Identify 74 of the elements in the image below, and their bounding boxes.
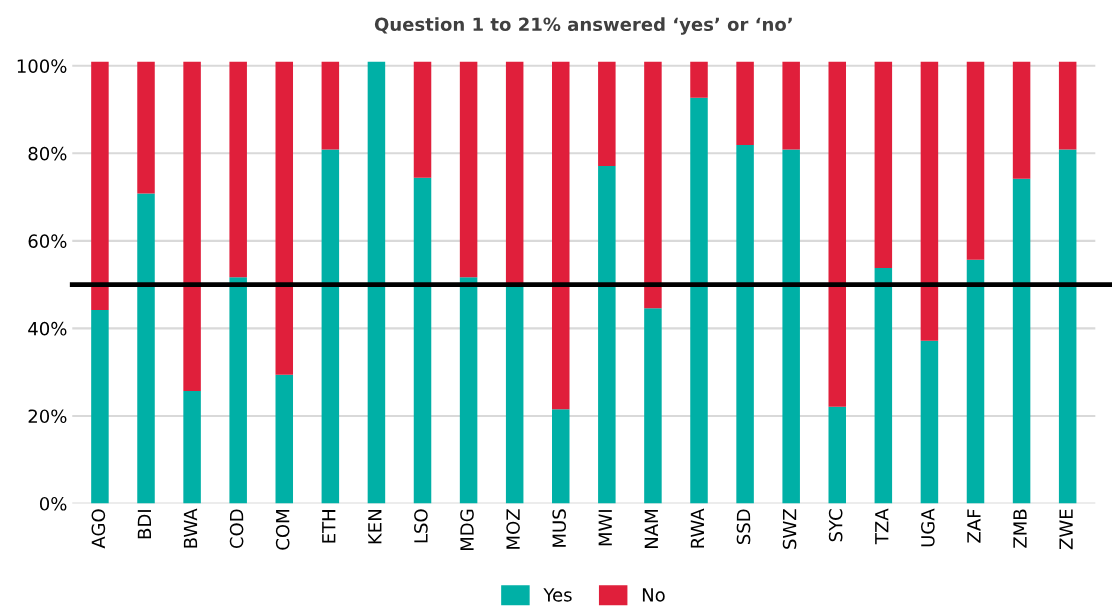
y-tick-label: 100% <box>17 59 67 73</box>
x-tick-label: MOZ <box>506 509 520 549</box>
bar <box>782 149 800 504</box>
bar <box>183 390 201 504</box>
x-tick-label: MDG <box>460 509 474 551</box>
x-tick-label: MUS <box>552 509 566 547</box>
bar <box>920 61 939 341</box>
x-tick-label: NAM <box>644 510 658 549</box>
bar <box>137 61 155 194</box>
bar <box>920 340 939 504</box>
bar <box>782 61 800 150</box>
x-tick-label: RWA <box>690 508 704 548</box>
bar <box>183 61 201 391</box>
bar <box>275 61 294 375</box>
bar <box>828 406 847 504</box>
bar <box>690 61 708 98</box>
bar <box>1012 178 1031 504</box>
x-tick-label: TZA <box>875 508 889 545</box>
bar <box>966 259 985 504</box>
bar <box>736 145 754 504</box>
bar <box>874 61 893 268</box>
bar <box>644 61 662 309</box>
x-tick-label: ZAF <box>967 509 981 543</box>
x-tick-label: ZWE <box>1059 509 1073 550</box>
y-tick-label: 20% <box>28 409 67 424</box>
bar <box>459 61 478 278</box>
bar <box>275 374 294 504</box>
bar <box>874 268 893 504</box>
bar <box>552 61 570 410</box>
x-tick-label: BWA <box>183 508 198 548</box>
x-tick-label: COD <box>229 509 244 549</box>
x-tick-label: KEN <box>368 510 382 544</box>
y-tick-label: 0% <box>39 496 67 511</box>
bar <box>1058 61 1077 150</box>
bar <box>552 409 570 504</box>
bar <box>736 61 754 145</box>
bar <box>505 61 524 285</box>
x-tick-label: MWI <box>598 510 612 546</box>
x-tick-label: COM <box>275 510 290 550</box>
bar <box>459 277 478 504</box>
bar <box>828 61 847 407</box>
bar <box>91 310 109 504</box>
x-tick-label: ZMB <box>1013 509 1027 548</box>
bar <box>367 61 386 504</box>
x-tick-label: UGA <box>921 508 935 547</box>
bar <box>966 61 985 260</box>
y-tick-label: 60% <box>28 234 67 248</box>
legend-label: No <box>642 588 665 602</box>
bar <box>321 61 340 150</box>
x-tick-label: ETH <box>322 510 336 543</box>
x-tick-label: SYC <box>828 509 843 542</box>
bar <box>1058 149 1077 504</box>
bar <box>598 61 616 167</box>
bar <box>505 284 524 504</box>
bar <box>1012 61 1031 179</box>
bar <box>229 277 247 504</box>
bar <box>321 149 340 504</box>
bar <box>644 308 662 504</box>
bar <box>137 193 155 504</box>
bar <box>413 177 432 504</box>
chart-title: Question 1 to 21% answered ‘yes’ or ‘no’ <box>374 17 792 35</box>
x-tick-label: BDI <box>137 510 151 539</box>
x-tick-label: LSO <box>414 509 428 543</box>
y-tick-label: 80% <box>28 146 67 161</box>
bar <box>413 61 432 178</box>
y-tick-label: 40% <box>28 321 67 336</box>
x-tick-label: SSD <box>736 509 751 544</box>
x-tick-label: SWZ <box>782 509 797 549</box>
x-tick-label: AGO <box>91 509 106 549</box>
bar <box>598 166 616 504</box>
bar <box>690 97 708 504</box>
bar <box>91 61 109 311</box>
bar <box>229 61 247 278</box>
legend-label: Yes <box>543 588 572 602</box>
